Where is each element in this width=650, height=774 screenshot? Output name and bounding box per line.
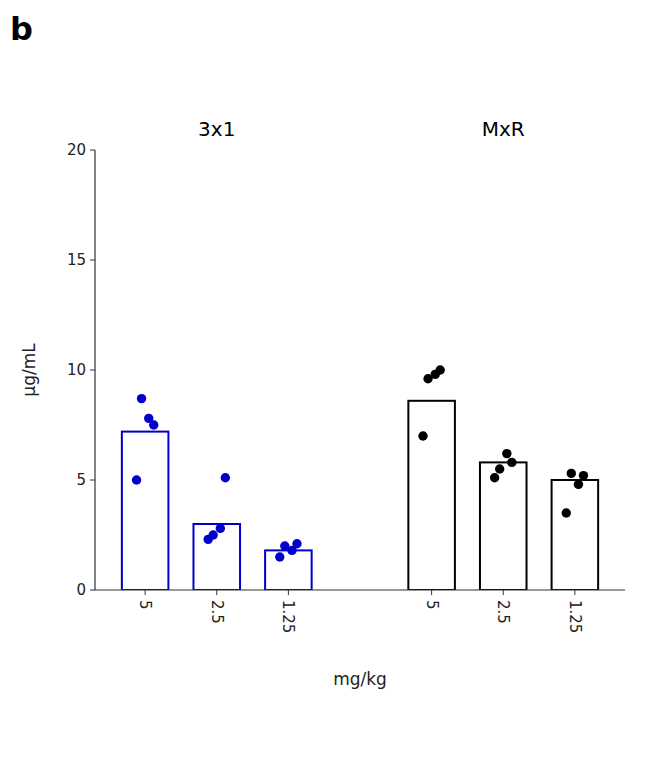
dot <box>149 420 158 429</box>
dot <box>495 464 504 473</box>
x-tick <box>431 590 432 595</box>
x-tick <box>574 590 575 595</box>
dot <box>574 480 583 489</box>
group-label: 3x1 <box>198 117 235 141</box>
y-tick <box>90 370 95 371</box>
dot <box>418 431 427 440</box>
bar <box>265 550 312 590</box>
x-tick-label: 5 <box>136 600 154 610</box>
title: b <box>10 10 33 48</box>
x-tick-label: 2.5 <box>494 600 512 624</box>
dot <box>507 458 516 467</box>
bar <box>193 524 240 590</box>
dot <box>562 508 571 517</box>
y-axis-label: μg/mL <box>19 343 39 397</box>
y-tick <box>90 480 95 481</box>
x-tick <box>288 590 289 595</box>
x-tick <box>503 590 504 595</box>
y-tick-label: 0 <box>76 581 86 599</box>
bar <box>552 480 599 590</box>
y-tick <box>90 260 95 261</box>
x-axis-label: mg/kg <box>333 669 387 689</box>
y-tick-label: 20 <box>67 141 86 159</box>
x-tick-label: 5 <box>423 600 441 610</box>
dot <box>423 374 432 383</box>
dot <box>137 394 146 403</box>
dot <box>208 530 217 539</box>
bar <box>122 432 169 590</box>
y-tick <box>90 590 95 591</box>
chart: 0 5 10 15 20 5 2.5 1.25 3x1 5 2.5 1.25 MxR mg/kg μg/mL… <box>0 0 650 774</box>
dot <box>216 524 225 533</box>
x-tick-label: 1.25 <box>566 600 584 633</box>
y-tick <box>90 150 95 151</box>
marks <box>122 365 598 590</box>
bar <box>480 462 527 590</box>
y-tick-label: 15 <box>67 251 86 269</box>
y-axis-line <box>94 150 95 590</box>
dot <box>132 475 141 484</box>
dot <box>579 471 588 480</box>
dot <box>280 541 289 550</box>
group-label: MxR <box>482 117 525 141</box>
dot <box>490 473 499 482</box>
dot <box>275 552 284 561</box>
x-tick-label: 1.25 <box>279 600 297 633</box>
dot <box>502 449 511 458</box>
x-tick <box>216 590 217 595</box>
x-axis-line <box>95 589 625 590</box>
x-tick <box>145 590 146 595</box>
dot <box>436 365 445 374</box>
dot <box>221 473 230 482</box>
dot <box>567 469 576 478</box>
y-tick-label: 5 <box>76 471 86 489</box>
y-tick-label: 10 <box>67 361 86 379</box>
bar <box>408 401 455 590</box>
dot <box>292 539 301 548</box>
x-tick-label: 2.5 <box>208 600 226 624</box>
